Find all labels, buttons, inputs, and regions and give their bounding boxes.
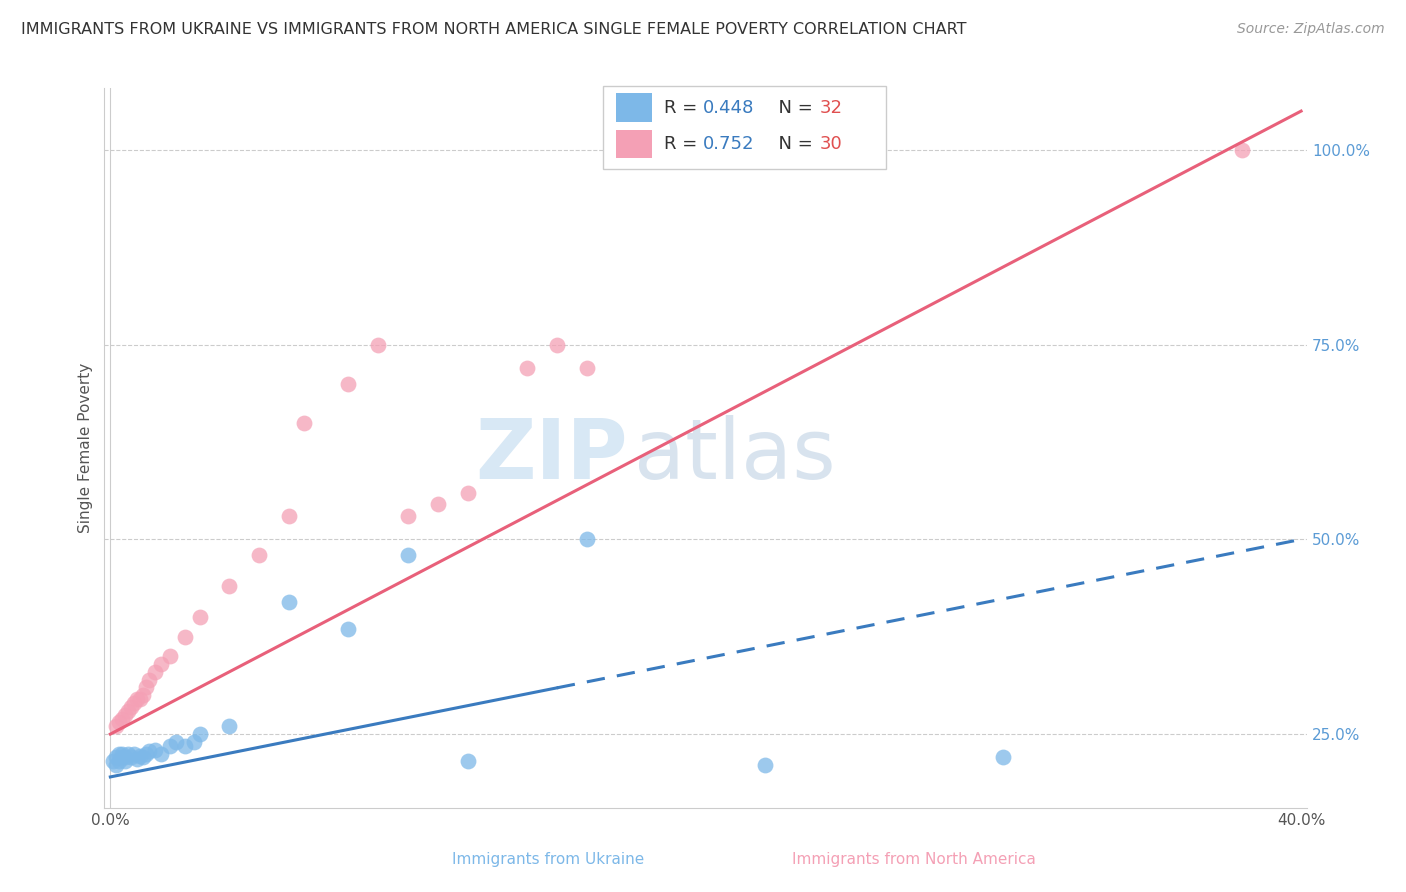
Point [135, 747, 157, 761]
Point [516, 361, 538, 376]
FancyBboxPatch shape [616, 129, 651, 158]
Point [149, 657, 172, 671]
Point [138, 673, 160, 687]
Point [114, 707, 136, 722]
Text: IMMIGRANTS FROM UKRAINE VS IMMIGRANTS FROM NORTH AMERICA SINGLE FEMALE POVERTY C: IMMIGRANTS FROM UKRAINE VS IMMIGRANTS FR… [21, 22, 966, 37]
Point [103, 755, 125, 769]
Point [111, 750, 134, 764]
Point [129, 748, 152, 763]
Text: 30: 30 [820, 135, 842, 153]
Text: Immigrants from Ukraine: Immigrants from Ukraine [453, 852, 644, 867]
Point [127, 752, 149, 766]
Text: 0.448: 0.448 [703, 99, 755, 117]
Point [135, 681, 157, 695]
Point [122, 747, 145, 761]
Point [127, 692, 149, 706]
Point [129, 692, 152, 706]
Point [278, 595, 301, 609]
Point [143, 665, 166, 679]
Point [105, 750, 128, 764]
Point [367, 337, 389, 351]
Text: N =: N = [768, 99, 818, 117]
Text: R =: R = [664, 135, 703, 153]
Point [546, 337, 568, 351]
Point [114, 755, 136, 769]
Point [575, 533, 598, 547]
Text: 32: 32 [820, 99, 844, 117]
Point [278, 509, 301, 524]
Point [188, 727, 211, 741]
Y-axis label: Single Female Poverty: Single Female Poverty [79, 363, 93, 533]
Point [105, 758, 128, 772]
Point [132, 750, 155, 764]
Point [117, 704, 139, 718]
Point [457, 485, 479, 500]
Point [108, 747, 131, 761]
Point [188, 610, 211, 624]
Text: atlas: atlas [634, 415, 835, 496]
Point [993, 750, 1015, 764]
Point [108, 715, 131, 730]
Point [111, 747, 134, 761]
Text: N =: N = [768, 135, 818, 153]
Point [426, 497, 449, 511]
Point [159, 649, 181, 664]
Point [218, 719, 240, 733]
Point [218, 579, 240, 593]
Point [120, 750, 142, 764]
Point [1230, 143, 1253, 157]
Point [457, 755, 479, 769]
Point [247, 548, 270, 562]
Point [173, 739, 195, 753]
Point [575, 361, 598, 376]
Point [105, 719, 128, 733]
Point [143, 742, 166, 756]
Point [120, 699, 142, 714]
FancyBboxPatch shape [616, 94, 651, 122]
Point [122, 696, 145, 710]
Point [138, 744, 160, 758]
Point [159, 739, 181, 753]
Point [117, 747, 139, 761]
Point [292, 416, 315, 430]
Point [149, 747, 172, 761]
Point [108, 755, 131, 769]
Point [183, 735, 205, 749]
Text: Immigrants from North America: Immigrants from North America [792, 852, 1036, 867]
Point [337, 376, 360, 391]
Point [132, 688, 155, 702]
Text: R =: R = [664, 99, 703, 117]
Point [111, 712, 134, 726]
Point [165, 735, 187, 749]
Point [754, 758, 776, 772]
Point [173, 630, 195, 644]
Text: 0.752: 0.752 [703, 135, 755, 153]
Text: Source: ZipAtlas.com: Source: ZipAtlas.com [1237, 22, 1385, 37]
Point [396, 548, 419, 562]
Point [114, 750, 136, 764]
Point [337, 622, 360, 636]
Text: ZIP: ZIP [475, 415, 627, 496]
Point [396, 509, 419, 524]
FancyBboxPatch shape [603, 87, 886, 169]
